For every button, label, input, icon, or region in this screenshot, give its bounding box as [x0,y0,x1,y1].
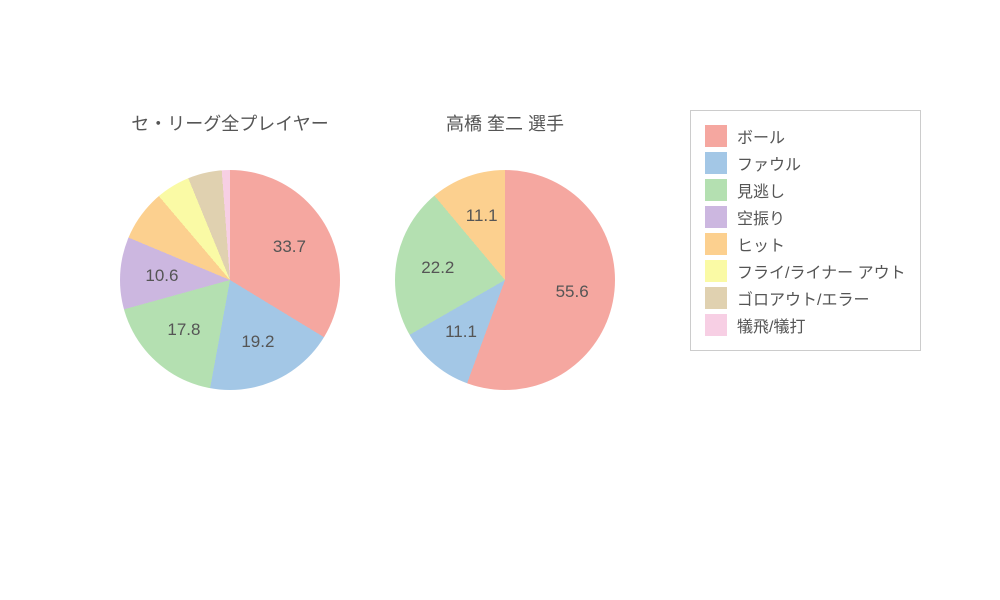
pie-disc-player [395,170,615,390]
slice-label-player-foul: 11.1 [445,322,477,342]
legend-item-looking: 見逃し [705,178,906,202]
legend-swatch-looking [705,179,727,201]
pie-league: 33.7 19.2 17.8 10.6 [120,170,340,390]
legend-label-ground: ゴロアウト/エラー [737,286,869,310]
slice-label-league-foul: 19.2 [241,332,274,352]
legend-swatch-hit [705,233,727,255]
pie-player: 55.6 11.1 22.2 11.1 [395,170,615,390]
legend-swatch-sac [705,314,727,336]
chart-title-league: セ・リーグ全プレイヤー [100,110,360,136]
legend-label-sac: 犠飛/犠打 [737,313,805,337]
legend-swatch-ball [705,125,727,147]
legend-swatch-flyliner [705,260,727,282]
legend-item-swing: 空振り [705,205,906,229]
legend-item-ball: ボール [705,124,906,148]
slice-label-player-looking: 22.2 [421,258,454,278]
legend-item-flyliner: フライ/ライナー アウト [705,259,906,283]
slice-label-league-ball: 33.7 [273,237,306,257]
slice-label-player-ball: 55.6 [556,282,589,302]
legend-item-sac: 犠飛/犠打 [705,313,906,337]
legend-label-flyliner: フライ/ライナー アウト [737,259,906,283]
legend-label-ball: ボール [737,124,785,148]
legend-label-looking: 見逃し [737,178,785,202]
legend-swatch-foul [705,152,727,174]
legend-label-hit: ヒット [737,232,785,256]
slice-label-league-looking: 17.8 [167,320,200,340]
legend-swatch-ground [705,287,727,309]
slice-label-player-hit: 11.1 [466,206,498,226]
legend-label-swing: 空振り [737,205,785,229]
legend-swatch-swing [705,206,727,228]
chart-stage: セ・リーグ全プレイヤー 33.7 19.2 17.8 10.6 高橋 奎二 選手 55.6 1… [0,0,1000,600]
legend-item-ground: ゴロアウト/エラー [705,286,906,310]
legend-label-foul: ファウル [737,151,801,175]
slice-label-league-swing: 10.6 [145,266,178,286]
legend-item-hit: ヒット [705,232,906,256]
chart-title-player: 高橋 奎二 選手 [375,110,635,136]
legend-item-foul: ファウル [705,151,906,175]
legend: ボールファウル見逃し空振りヒットフライ/ライナー アウトゴロアウト/エラー犠飛/… [690,110,921,351]
